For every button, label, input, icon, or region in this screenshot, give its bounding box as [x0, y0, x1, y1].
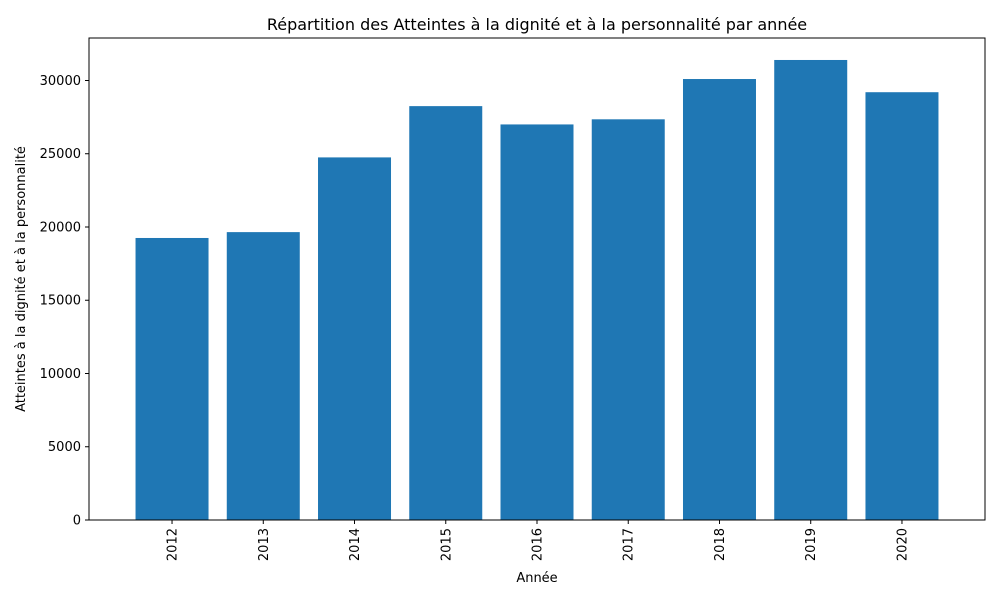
- x-tick-label: 2018: [713, 528, 728, 561]
- x-tick-label: 2017: [622, 528, 637, 561]
- x-tick-label: 2013: [257, 528, 272, 561]
- x-tick-label: 2015: [439, 528, 454, 561]
- y-axis: 0 5000 10000 15000 20000 25000 30000: [40, 74, 89, 529]
- chart-title: Répartition des Atteintes à la dignité e…: [267, 15, 807, 34]
- y-tick-label: 10000: [40, 367, 81, 382]
- x-tick-label: 2012: [166, 528, 181, 561]
- y-tick-label: 20000: [40, 220, 81, 235]
- y-tick-label: 5000: [48, 440, 81, 455]
- x-tick-label: 2020: [895, 528, 910, 561]
- x-axis-label: Année: [516, 571, 557, 586]
- y-tick-label: 30000: [40, 74, 81, 89]
- x-tick-label: 2019: [804, 528, 819, 561]
- bar-2016: [500, 124, 574, 521]
- bar-2019: [774, 59, 848, 521]
- y-tick-label: 15000: [40, 294, 81, 309]
- y-tick-label: 25000: [40, 147, 81, 162]
- y-axis-label: Atteintes à la dignité et à la personnal…: [14, 146, 29, 412]
- x-axis: 2012 2013 2014 2015 2016 2017 2018 2019 2020: [166, 520, 910, 561]
- x-tick-label: 2016: [531, 528, 546, 561]
- plot-area: [88, 37, 986, 521]
- bar-2013: [226, 232, 300, 521]
- y-tick-label: 0: [73, 514, 81, 529]
- bar-2018: [682, 79, 756, 521]
- bar-2017: [591, 119, 665, 520]
- bar-2014: [318, 157, 392, 520]
- bar-2012: [135, 237, 209, 520]
- x-tick-label: 2014: [348, 528, 363, 561]
- bar-2020: [865, 92, 939, 520]
- bar-2015: [409, 106, 483, 520]
